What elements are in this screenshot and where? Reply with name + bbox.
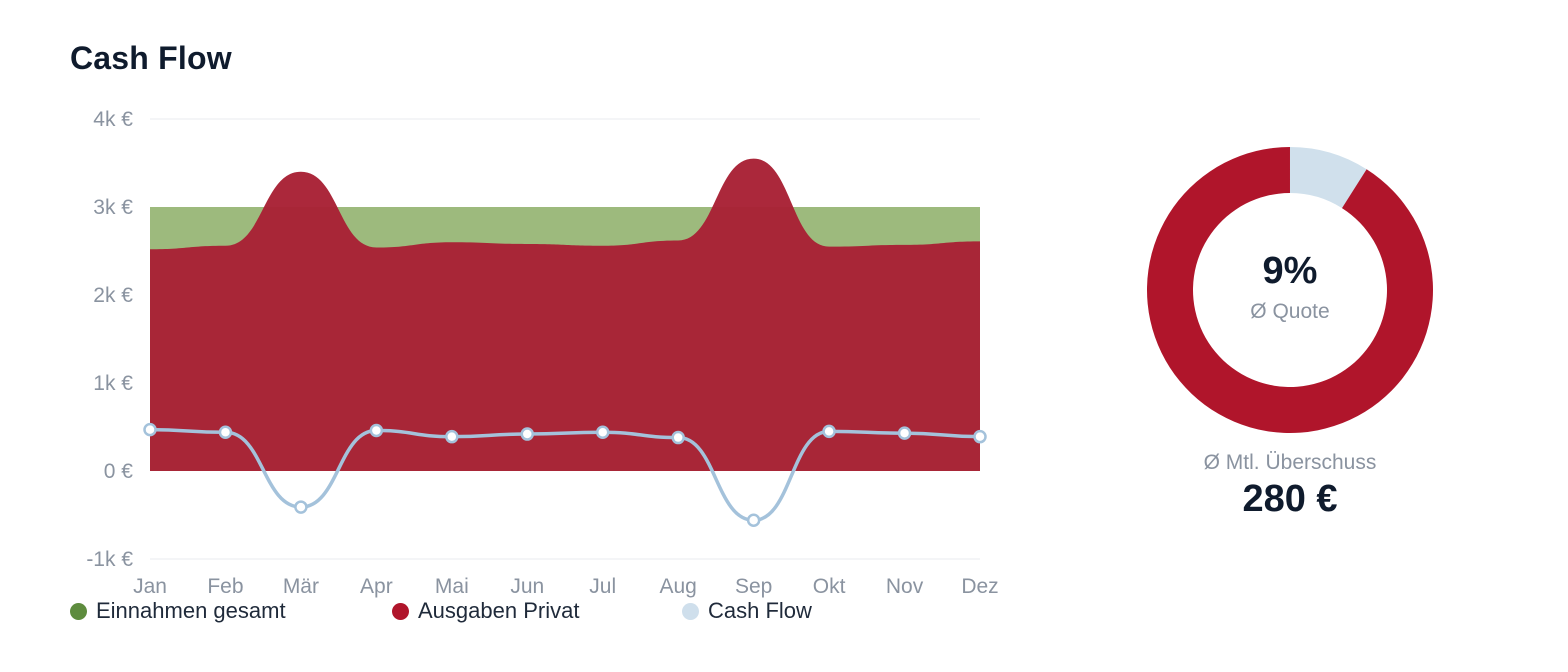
legend-item-ausgaben[interactable]: Ausgaben Privat [392, 598, 579, 624]
y-tick-label: -1k € [86, 548, 133, 571]
grid-layer [150, 118, 980, 560]
cashflow-point [369, 423, 384, 438]
x-tick-label: Jul [589, 575, 616, 598]
legend-dot-einnahmen [70, 602, 87, 620]
legend-dot-ausgaben [392, 602, 409, 620]
cashflow-point [520, 427, 535, 441]
y-tick-label: 3k € [93, 196, 133, 219]
cashflow-point [671, 430, 685, 445]
kpi-value: 280 € [1242, 478, 1338, 520]
cashflow-point [143, 422, 157, 437]
y-axis-ticks: 4k € 3k € 2k € 1k € 0 € -1k € [86, 108, 133, 571]
legend-label-ausgaben: Ausgaben Privat [418, 598, 580, 623]
x-tick-label: Sep [735, 575, 772, 598]
x-tick-label: Dez [961, 575, 998, 598]
area-ausgaben [150, 158, 980, 471]
chart-title: Cash Flow [70, 40, 232, 76]
legend-dot-cashflow [682, 602, 699, 620]
y-tick-label: 0 € [104, 460, 134, 483]
legend-item-einnahmen[interactable]: Einnahmen gesamt [70, 598, 286, 624]
kpi-label: Ø Mtl. Überschuss [1203, 451, 1377, 474]
legend-label-einnahmen: Einnahmen gesamt [96, 598, 286, 623]
line-layer [143, 422, 987, 528]
cashflow-point [973, 429, 987, 444]
cashflow-point [595, 425, 610, 440]
y-tick-label: 1k € [93, 372, 133, 395]
cashflow-point [822, 424, 836, 439]
cashflow-point [746, 513, 761, 528]
donut-slice-rest [1147, 147, 1433, 433]
x-tick-label: Okt [813, 575, 846, 598]
legend-label-cashflow: Cash Flow [708, 598, 812, 623]
donut-slice-quote [1290, 147, 1367, 209]
donut-percent: 9% [1262, 250, 1318, 292]
x-tick-label: Mär [283, 575, 319, 598]
x-tick-label: Apr [360, 575, 393, 598]
cashflow-point [445, 429, 459, 444]
cashflow-point [294, 500, 308, 514]
x-axis-ticks: Jan Feb Mär Apr Mai Jun Jul Aug Sep Okt Nov Dez [133, 575, 999, 598]
cashflow-point [218, 425, 233, 440]
cash-flow-chart: 4k € 3k € 2k € 1k € 0 € -1k € Jan Feb Mär Apr Mai… [86, 108, 999, 598]
cashflow-point [897, 426, 912, 440]
legend-item-cashflow[interactable]: Cash Flow [682, 598, 812, 624]
quote-donut [1147, 147, 1433, 433]
y-tick-label: 2k € [93, 284, 133, 307]
area-layer [150, 158, 980, 471]
x-tick-label: Jan [133, 575, 167, 598]
x-tick-label: Jun [510, 575, 544, 598]
x-tick-label: Mai [435, 575, 469, 598]
x-tick-label: Nov [886, 575, 924, 598]
y-tick-label: 4k € [93, 108, 133, 131]
x-tick-label: Aug [659, 575, 696, 598]
donut-sub-label: Ø Quote [1250, 300, 1330, 323]
x-tick-label: Feb [207, 575, 243, 598]
